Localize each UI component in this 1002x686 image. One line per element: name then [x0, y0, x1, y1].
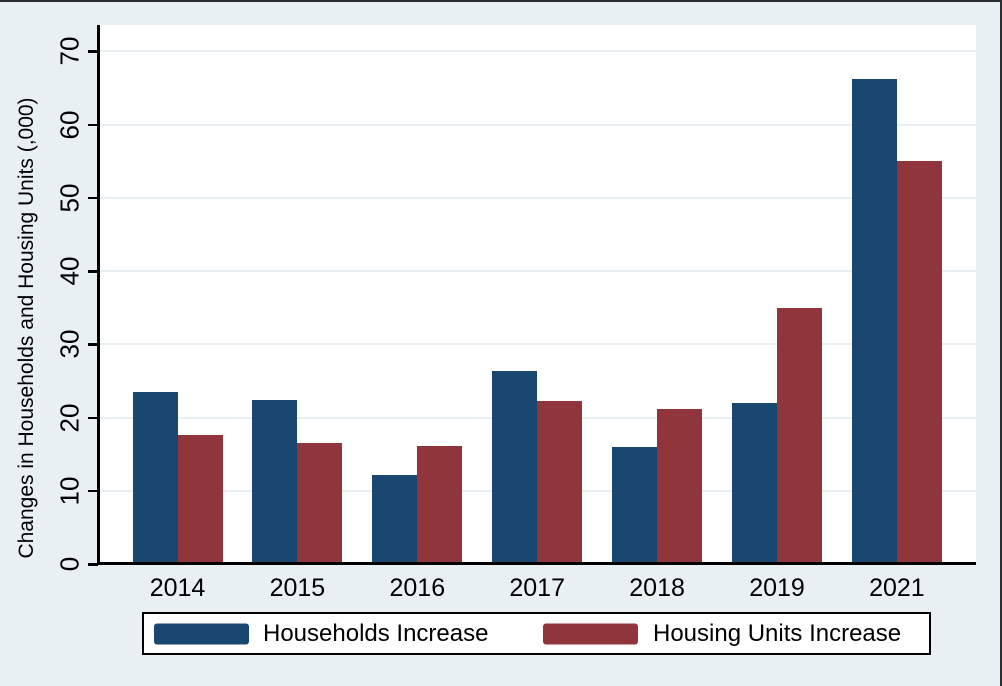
gridline-y-50 — [99, 196, 976, 199]
y-tick-label-40: 40 — [54, 256, 85, 286]
y-axis-title: Changes in Households and Housing Units … — [15, 97, 38, 559]
bar-2021-housing-units — [896, 161, 942, 564]
bar-2019-households — [732, 403, 777, 564]
x-tick-label-2019: 2019 — [749, 574, 805, 602]
gridline-y-30 — [99, 343, 976, 346]
y-tick-60 — [88, 123, 98, 127]
bar-2018-housing-units — [657, 409, 703, 564]
x-tick-label-2021: 2021 — [869, 574, 925, 602]
x-tick-label-2014: 2014 — [149, 574, 206, 602]
bar-2016-housing-units — [417, 446, 463, 564]
gridline-y-40 — [99, 270, 976, 273]
x-tick-label-2018: 2018 — [629, 574, 685, 602]
y-tick-40 — [88, 270, 98, 273]
bar-2019-housing-units — [777, 308, 822, 564]
y-tick-label-50: 50 — [54, 183, 85, 213]
y-tick-20 — [88, 416, 98, 420]
bar-2017-housing-units — [537, 401, 583, 564]
y-tick-label-0: 0 — [54, 556, 85, 572]
bar-2017-households — [492, 371, 538, 564]
gridline-y-70 — [99, 50, 976, 53]
legend-label-housing-units: Housing Units Increase — [653, 619, 902, 647]
legend: Households Increase Housing Units Increa… — [142, 612, 931, 655]
y-tick-label-20: 20 — [54, 403, 85, 432]
gridline-y-60 — [99, 123, 976, 126]
bar-2018-households — [612, 447, 658, 564]
y-tick-label-30: 30 — [54, 329, 85, 359]
bar-2016-households — [372, 475, 418, 564]
y-tick-10 — [88, 489, 98, 493]
legend-swatch-households — [154, 623, 249, 644]
bar-2015-housing-units — [297, 443, 343, 564]
y-tick-label-70: 70 — [54, 36, 85, 66]
y-tick-70 — [88, 50, 98, 53]
x-tick-label-2017: 2017 — [509, 574, 565, 602]
y-tick-30 — [88, 343, 98, 346]
y-tick-label-60: 60 — [54, 110, 85, 140]
legend-swatch-housing-units — [543, 623, 638, 644]
x-tick-label-2015: 2015 — [269, 574, 326, 602]
x-axis-line — [97, 562, 976, 565]
y-tick-0 — [88, 563, 98, 566]
y-tick-50 — [88, 196, 98, 200]
bar-2015-households — [252, 400, 298, 564]
legend-label-households: Households Increase — [263, 619, 489, 647]
bar-2021-households — [851, 79, 897, 564]
x-tick-label-2016: 2016 — [389, 574, 446, 602]
bar-2014-households — [132, 392, 178, 564]
y-tick-label-10: 10 — [54, 476, 85, 506]
bar-2014-housing-units — [177, 435, 223, 564]
y-axis-line — [97, 25, 100, 565]
